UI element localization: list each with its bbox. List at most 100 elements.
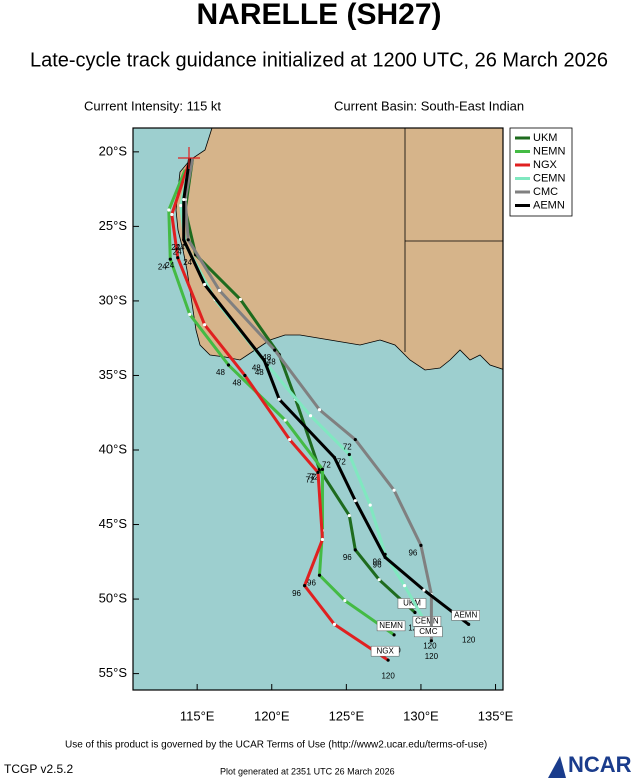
model-tag: NGX bbox=[376, 646, 394, 655]
legend-label: NGX bbox=[533, 159, 558, 171]
legend-label: NEMN bbox=[533, 145, 565, 157]
hour-label: 24 bbox=[173, 247, 182, 256]
track-point bbox=[170, 212, 174, 217]
track-point bbox=[302, 584, 307, 588]
track-point bbox=[467, 622, 471, 627]
hour-label: 72 bbox=[306, 475, 315, 484]
model-tag-box bbox=[376, 620, 406, 632]
track-point bbox=[402, 584, 407, 588]
track-point bbox=[203, 282, 207, 287]
hour-label: 48 bbox=[252, 364, 261, 373]
track-point bbox=[429, 639, 433, 643]
model-tag: UKM bbox=[403, 599, 421, 608]
hour-label: 24 bbox=[158, 262, 167, 271]
hour-label: 48 bbox=[267, 358, 276, 367]
track-point bbox=[419, 543, 423, 548]
x-tick-label: 135°E bbox=[478, 708, 514, 723]
hour-label: 120 bbox=[381, 671, 395, 680]
track-point bbox=[288, 437, 292, 442]
track-point bbox=[347, 513, 351, 518]
y-tick-label: 40°S bbox=[99, 441, 128, 456]
legend-label: AEMN bbox=[533, 199, 565, 211]
hour-label: 24 bbox=[183, 258, 192, 267]
y-tick-label: 55°S bbox=[99, 665, 128, 680]
hour-label: 24 bbox=[171, 243, 180, 252]
track-point bbox=[317, 573, 322, 577]
hour-label: 120 bbox=[425, 652, 439, 661]
hour-label: 96 bbox=[292, 589, 301, 598]
track-point bbox=[182, 197, 186, 202]
hour-label: 72 bbox=[322, 461, 331, 470]
track-point bbox=[176, 256, 180, 260]
track-point bbox=[179, 203, 183, 208]
hour-label: 24 bbox=[165, 261, 174, 270]
generated: Plot generated at 2351 UTC 26 March 2026 bbox=[220, 766, 395, 776]
hour-label: 72 bbox=[310, 472, 319, 481]
model-tag: NEMN bbox=[379, 621, 403, 630]
track-point bbox=[353, 499, 357, 503]
track-point bbox=[186, 238, 190, 242]
track-point bbox=[168, 257, 172, 261]
track-point bbox=[413, 610, 417, 615]
current-intensity: Current Intensity: 115 kt bbox=[84, 98, 221, 113]
track-point bbox=[353, 437, 357, 442]
track-point bbox=[182, 238, 186, 242]
model-tag-box bbox=[414, 626, 443, 638]
track-point bbox=[238, 297, 243, 302]
hour-label: 96 bbox=[307, 578, 316, 587]
version: TCGP v2.5.2 bbox=[4, 762, 73, 776]
x-tick-label: 125°E bbox=[329, 708, 365, 723]
current-basin: Current Basin: South-East Indian bbox=[334, 98, 524, 113]
current-position bbox=[178, 147, 200, 169]
terms: Use of this product is governed by the U… bbox=[65, 740, 487, 751]
track-point bbox=[392, 488, 396, 492]
track-point bbox=[203, 323, 207, 327]
x-tick-label: 130°E bbox=[403, 708, 439, 723]
track-point bbox=[317, 408, 322, 412]
track-point bbox=[188, 312, 192, 316]
track-point bbox=[332, 622, 337, 627]
hour-label: 120 bbox=[423, 641, 437, 650]
y-tick-label: 45°S bbox=[99, 516, 128, 531]
track-point bbox=[332, 455, 337, 460]
model-tag-box bbox=[370, 645, 400, 657]
track-point bbox=[422, 588, 426, 592]
x-tick-label: 120°E bbox=[254, 708, 290, 723]
hour-label: 72 bbox=[307, 472, 316, 481]
hour-label: 24 bbox=[176, 243, 185, 252]
hour-label: 72 bbox=[337, 458, 346, 467]
x-tick-label: 115°E bbox=[180, 708, 215, 723]
track-point bbox=[347, 452, 351, 457]
logo: NCAR bbox=[568, 752, 632, 777]
track-point bbox=[377, 578, 381, 582]
track-point bbox=[226, 363, 231, 367]
y-tick-label: 30°S bbox=[99, 292, 128, 307]
track-point bbox=[283, 418, 287, 422]
title: NARELLE (SH27) bbox=[196, 0, 441, 31]
track-point bbox=[368, 503, 372, 507]
hour-label: 48 bbox=[262, 353, 271, 362]
track-point bbox=[320, 537, 325, 542]
track-point bbox=[273, 348, 277, 352]
y-tick-label: 20°S bbox=[99, 143, 128, 158]
hour-label: 48 bbox=[216, 368, 225, 377]
track-point bbox=[217, 288, 222, 293]
track-point bbox=[167, 208, 171, 212]
track-point bbox=[392, 633, 396, 637]
track-point bbox=[383, 555, 387, 559]
legend-label: CMC bbox=[533, 186, 558, 198]
model-tag-box bbox=[451, 610, 480, 621]
hour-label: 72 bbox=[343, 443, 352, 452]
track-point bbox=[308, 414, 313, 418]
hour-label: 48 bbox=[232, 379, 241, 388]
hour-label: 96 bbox=[343, 553, 352, 562]
track-point bbox=[343, 598, 347, 603]
track-point bbox=[353, 548, 357, 552]
plot-frame bbox=[132, 127, 504, 691]
track-point bbox=[277, 397, 281, 401]
y-tick-label: 35°S bbox=[99, 367, 128, 382]
track-point bbox=[320, 467, 325, 471]
logo-mark bbox=[548, 756, 566, 778]
state-border bbox=[404, 128, 503, 352]
hour-label: 96 bbox=[408, 549, 417, 558]
